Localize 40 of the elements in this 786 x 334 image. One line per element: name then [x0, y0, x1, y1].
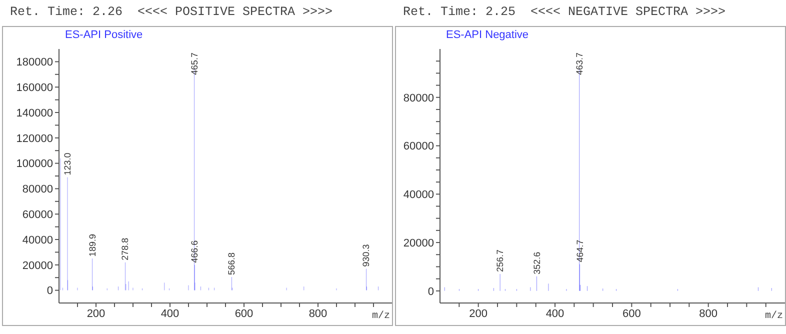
y-tick-label: 0	[428, 286, 434, 298]
annotation: 930.3	[361, 244, 372, 267]
y-tick-label: 120000	[16, 132, 53, 145]
x-tick-label: 600	[234, 308, 254, 320]
annotation: 123.0	[62, 152, 73, 176]
y-tick-label: 140000	[16, 107, 53, 120]
annotation: 278.8	[120, 238, 130, 260]
annotation: 463.7	[574, 52, 584, 75]
y-tick-label: 20000	[403, 237, 434, 250]
annotation: 465.7	[189, 52, 200, 75]
y-tick-label: 40000	[22, 234, 53, 246]
x-axis-title: m/z	[372, 311, 390, 322]
y-tick-label: 60000	[403, 140, 434, 153]
y-tick-label: 160000	[16, 82, 53, 94]
y-tick-label: 20000	[22, 260, 53, 272]
x-tick-label: 800	[308, 308, 328, 320]
x-tick-label: 600	[622, 308, 641, 320]
chart-title: Ret. Time: 2.25 <<<< NEGATIVE SPECTRA >>>>	[403, 5, 726, 19]
x-tick-label: 200	[86, 308, 106, 320]
y-tick-label: 80000	[403, 92, 434, 104]
y-tick-label: 60000	[22, 209, 53, 222]
annotation: 464.7	[574, 240, 585, 262]
x-tick-label: 800	[699, 308, 718, 320]
chart-title: Ret. Time: 2.26 <<<< POSITIVE SPECTRA >>>>	[10, 5, 333, 19]
y-tick-label: 180000	[16, 56, 53, 69]
x-tick-label: 400	[160, 308, 180, 320]
y-tick-label: 80000	[22, 184, 53, 196]
chart-subtitle: ES-API Positive	[65, 29, 143, 41]
y-tick-label: 100000	[16, 158, 53, 170]
annotation: 466.6	[190, 240, 200, 263]
annotation: 566.8	[226, 252, 237, 275]
y-tick-label: 40000	[403, 189, 434, 202]
x-tick-label: 400	[546, 308, 564, 320]
annotation: 256.7	[495, 249, 506, 272]
x-axis-title: m/z	[764, 311, 783, 322]
annotation: 189.9	[87, 234, 98, 257]
annotation: 352.6	[532, 252, 542, 274]
y-tick-label: 0	[46, 285, 53, 298]
chart-subtitle: ES-API Negative	[446, 29, 529, 41]
x-tick-label: 200	[469, 308, 488, 320]
